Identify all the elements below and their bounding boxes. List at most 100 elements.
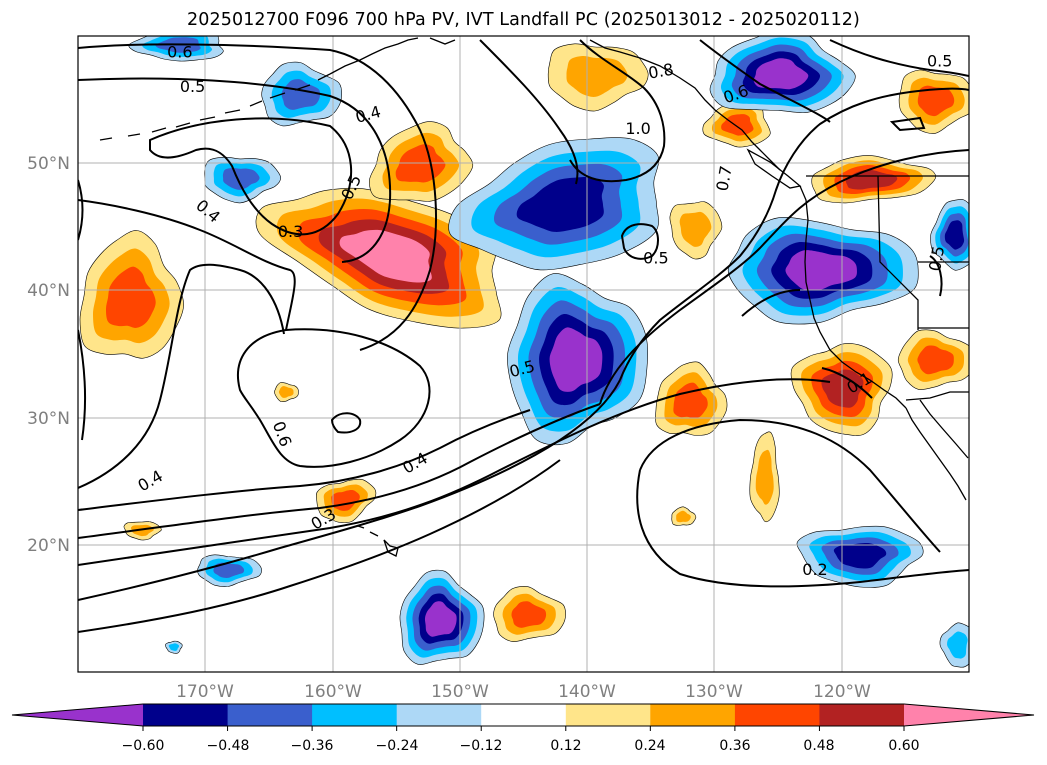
contour-label: 0.2 xyxy=(802,560,827,579)
pv-negative-anomaly-level xyxy=(833,543,887,569)
pv-negative-anomaly xyxy=(204,156,282,204)
map-title: 2025012700 F096 700 hPa PV, IVT Landfall… xyxy=(187,10,860,30)
pv-negative-anomaly-level xyxy=(516,177,604,232)
pv-positive-anomaly-level xyxy=(755,449,774,505)
pv-contour-line xyxy=(929,255,943,297)
pv-contour-line xyxy=(636,469,969,588)
pv-contour-line xyxy=(699,39,831,123)
pv-positive-anomaly-level xyxy=(339,229,432,283)
pv-negative-anomaly-level xyxy=(222,167,260,190)
lat-label-40n: 40°N xyxy=(27,281,70,301)
coastlines xyxy=(99,37,969,557)
pv-contour-line xyxy=(78,77,392,263)
colorbar-tick-label: 0.48 xyxy=(803,738,834,754)
pv-negative-anomaly-level xyxy=(947,631,968,659)
pv-positive-anomaly xyxy=(315,478,377,523)
pv-positive-anomaly-level xyxy=(105,266,156,328)
colorbar-tick-label: 0.60 xyxy=(888,738,919,754)
pv-negative-anomaly-level xyxy=(281,79,321,110)
pv-contour-line xyxy=(569,39,666,183)
pv-contour-line xyxy=(619,87,969,381)
pv-contour-line xyxy=(149,117,353,236)
pv-positive-anomaly xyxy=(897,329,969,390)
coastline-baja xyxy=(905,399,969,501)
pv-contour-line xyxy=(78,263,285,489)
colorbar-tick-label: 0.36 xyxy=(719,738,750,754)
pv-positive-anomaly-level xyxy=(679,211,712,247)
lat-label-20n: 20°N xyxy=(27,536,70,556)
pv-contour-line xyxy=(78,459,561,633)
pv-negative-anomaly xyxy=(128,36,224,62)
contour-label: 0.5 xyxy=(643,249,668,268)
pv-positive-anomaly xyxy=(749,431,780,523)
pv-positive-anomaly-level xyxy=(721,114,754,136)
pv-positive-anomaly xyxy=(655,361,728,436)
pv-contour-line xyxy=(78,329,86,441)
latitude-labels: 50°N 40°N 30°N 20°N xyxy=(27,154,70,556)
contour-label: 0.8 xyxy=(647,60,675,83)
pv-contour-line xyxy=(78,199,296,331)
colorbar-tick-label: −0.12 xyxy=(460,738,503,754)
pv-negative-anomaly xyxy=(507,273,649,446)
pv-positive-anomaly xyxy=(79,230,184,359)
lon-label-160w: 160°W xyxy=(304,682,362,702)
pv-positive-anomaly-level xyxy=(673,382,708,419)
contour-label: 0.5 xyxy=(927,51,952,70)
pv-negative-anomaly-level xyxy=(944,220,965,250)
colorbar-bin xyxy=(312,704,398,726)
colorbar-tick-label: −0.60 xyxy=(122,738,165,754)
pv-contour-line xyxy=(741,289,801,317)
pv-negative-anomaly xyxy=(448,137,660,271)
colorbar-tick-label: −0.48 xyxy=(207,738,250,754)
pv-positive-anomaly xyxy=(274,382,299,402)
pv-positive-anomaly-level xyxy=(917,85,955,117)
pv-positive-anomaly xyxy=(669,201,723,260)
colorbar-bin xyxy=(396,704,482,726)
pv-positive-anomaly xyxy=(255,187,502,329)
pv-contour-line xyxy=(78,403,601,539)
coastline-aleutians xyxy=(99,73,331,141)
pv-contour-line xyxy=(237,328,431,468)
pv-contour-line xyxy=(78,379,621,601)
pv-contour-line xyxy=(78,43,437,351)
colorbar-bin xyxy=(143,704,229,726)
colorbar-extend-min xyxy=(12,704,143,726)
pv-negative-anomaly xyxy=(261,61,343,127)
pv-positive-anomaly-level xyxy=(511,601,547,628)
pv-negative-anomaly-level xyxy=(753,58,809,90)
coastline-vancouver-island xyxy=(746,148,802,189)
pv-positive-anomaly xyxy=(811,155,937,204)
pv-contour-line xyxy=(639,418,941,553)
pv-contour-line xyxy=(821,367,873,399)
pv-negative-anomaly-level xyxy=(213,562,245,578)
lon-label-170w: 170°W xyxy=(176,682,234,702)
colorbar-bin xyxy=(734,704,821,726)
pv-contour-line xyxy=(78,378,831,566)
pv-contour-line xyxy=(889,116,926,132)
lon-label-140w: 140°W xyxy=(558,682,616,702)
pv-contour-line xyxy=(330,412,362,434)
pv-positive-anomaly xyxy=(671,506,697,526)
pv-negative-anomaly-level xyxy=(168,643,180,651)
coastline-us-west xyxy=(799,185,907,409)
pv-positive-anomaly-level xyxy=(278,386,294,398)
pv-contour-line xyxy=(78,409,531,511)
pv-negative-anomaly-level xyxy=(549,327,603,392)
colorbar-tick-label: −0.24 xyxy=(376,738,419,754)
lat-label-50n: 50°N xyxy=(27,154,70,174)
colorbar-bin xyxy=(227,704,313,726)
pv-positive-anomaly-level xyxy=(676,510,691,523)
pv-positive-anomaly-level xyxy=(845,169,898,190)
coastline-alaska-south xyxy=(329,37,456,75)
pv-contour-line xyxy=(599,149,969,405)
lon-label-150w: 150°W xyxy=(431,682,489,702)
contour-label: 0.5 xyxy=(180,77,205,96)
colorbar-extend-max xyxy=(904,704,1034,726)
pv-positive-anomaly-level xyxy=(917,345,954,375)
longitude-labels: 170°W 160°W 150°W 140°W 130°W 120°W xyxy=(176,682,871,702)
pv-contour-line xyxy=(479,39,579,185)
colorbar: −0.60 −0.48 −0.36 −0.24 −0.12 0.12 0.24 … xyxy=(11,703,1035,754)
lon-label-130w: 130°W xyxy=(685,682,743,702)
contour-label: 0.3 xyxy=(278,222,303,241)
